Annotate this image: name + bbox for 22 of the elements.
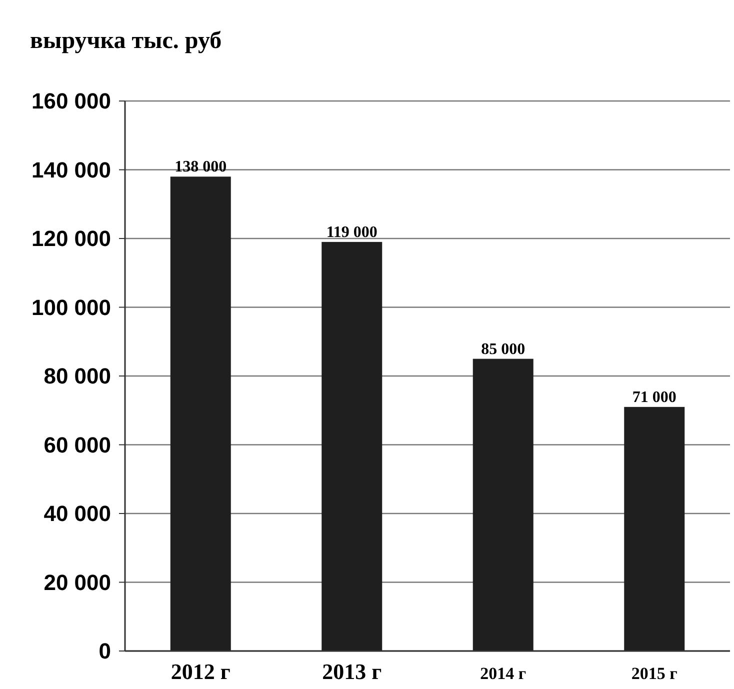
- data-label: 71 000: [632, 388, 676, 406]
- x-tick-label: 2015 г: [631, 664, 678, 683]
- bar: [170, 176, 231, 651]
- y-tick-label: 120 000: [31, 226, 111, 252]
- y-tick-label: 80 000: [44, 364, 111, 389]
- data-label: 138 000: [174, 158, 227, 176]
- y-tick-label: 40 000: [44, 501, 111, 526]
- y-tick-label: 100 000: [31, 294, 111, 320]
- y-tick-label: 160 000: [31, 88, 111, 114]
- data-label: 85 000: [481, 340, 526, 358]
- y-tick-label: 140 000: [31, 157, 111, 182]
- y-tick-label: 20 000: [44, 570, 111, 595]
- data-label: 119 000: [326, 224, 378, 241]
- bar: [322, 242, 382, 651]
- y-tick-label: 0: [98, 638, 111, 664]
- bar: [472, 358, 534, 651]
- bar: [624, 406, 685, 651]
- y-tick-label: 60 000: [44, 432, 111, 458]
- x-tick-label: 2013 г: [322, 659, 382, 684]
- x-tick-label: 2014 г: [480, 664, 526, 683]
- x-tick-label: 2012 г: [170, 659, 230, 684]
- chart-title: выручка тыс. руб: [30, 28, 222, 54]
